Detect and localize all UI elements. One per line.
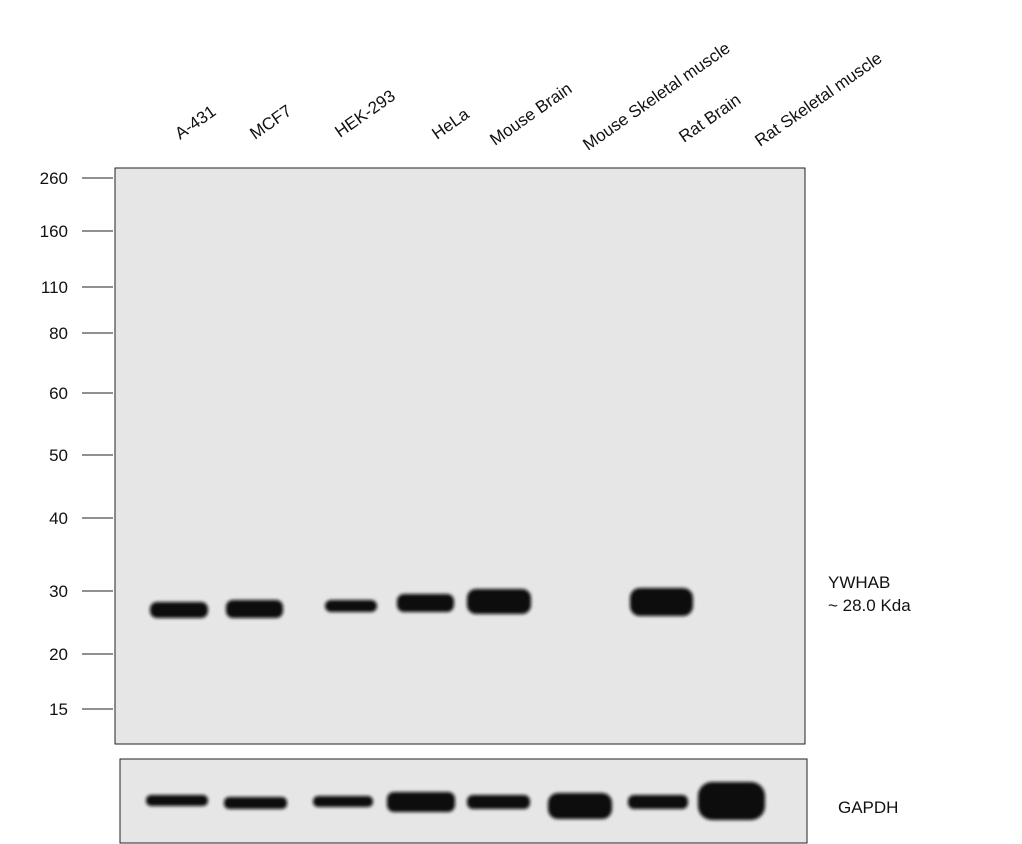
band [630,588,693,616]
main-blot [114,167,806,745]
marker-label: 110 [41,278,68,297]
marker-label: 260 [40,169,68,188]
band [548,793,612,819]
band [628,795,688,809]
marker-label: 160 [40,222,68,241]
target-name: YWHAB [828,573,890,592]
band [387,792,455,812]
lane-label: MCF7 [246,101,295,143]
marker-label: 40 [49,509,68,528]
lane-label: Rat Brain [675,90,744,146]
control-bands [146,782,765,820]
band [397,594,454,612]
band [224,797,287,809]
band [146,795,208,806]
band [698,782,765,820]
band [325,600,377,612]
target-size: ~ 28.0 Kda [828,596,911,615]
band [150,602,208,618]
marker-label: 60 [49,384,68,403]
lane-label: Mouse Brain [486,79,575,149]
lane-label: A-431 [171,102,219,144]
marker-label: 80 [49,324,68,343]
band [467,795,530,809]
lane-label: HEK-293 [331,86,398,141]
band [313,796,373,807]
marker-label: 30 [49,582,68,601]
marker-label: 50 [49,446,68,465]
control-name: GAPDH [838,798,898,817]
lane-label: Mouse Skeletal muscle [579,38,733,154]
band [467,589,531,614]
marker-label: 20 [49,645,68,664]
lane-label: HeLa [428,104,473,143]
marker-label: 15 [49,700,68,719]
target-bands [150,588,693,618]
band [226,600,283,618]
lane-label: Rat Skeletal muscle [751,49,885,151]
